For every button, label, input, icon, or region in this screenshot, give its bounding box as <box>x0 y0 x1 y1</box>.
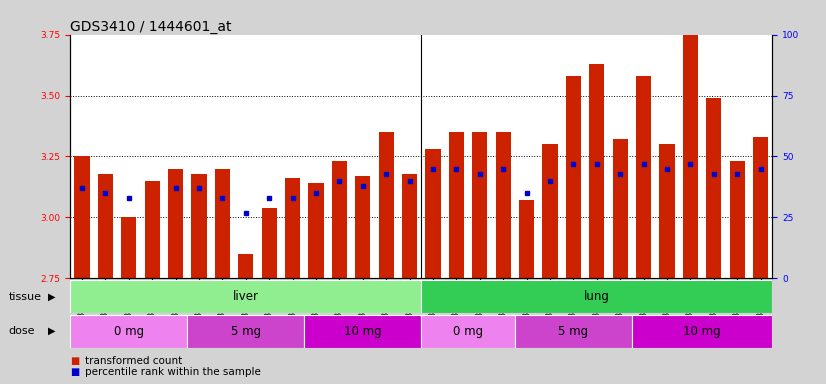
Bar <box>332 161 347 278</box>
Bar <box>613 139 628 278</box>
Bar <box>421 315 515 348</box>
Text: dose: dose <box>8 326 35 336</box>
Text: transformed count: transformed count <box>85 356 183 366</box>
Bar <box>168 169 183 278</box>
Bar <box>729 161 745 278</box>
Bar <box>215 169 230 278</box>
Bar <box>188 315 304 348</box>
Bar <box>566 76 581 278</box>
Bar <box>70 315 188 348</box>
Bar <box>238 254 254 278</box>
Text: ▶: ▶ <box>48 326 56 336</box>
Bar <box>421 280 772 313</box>
Bar <box>262 208 277 278</box>
Bar <box>304 315 421 348</box>
Text: tissue: tissue <box>8 291 41 302</box>
Bar <box>753 137 768 278</box>
Bar <box>285 179 300 278</box>
Bar <box>519 200 534 278</box>
Text: liver: liver <box>233 290 259 303</box>
Bar <box>121 217 136 278</box>
Bar <box>192 174 206 278</box>
Text: GDS3410 / 1444601_at: GDS3410 / 1444601_at <box>70 20 232 33</box>
Bar <box>449 132 464 278</box>
Text: 10 mg: 10 mg <box>683 325 721 338</box>
Bar <box>543 144 558 278</box>
Bar <box>355 176 370 278</box>
Text: 0 mg: 0 mg <box>114 325 144 338</box>
Bar <box>402 174 417 278</box>
Bar <box>706 98 721 278</box>
Bar <box>74 157 89 278</box>
Bar <box>425 149 440 278</box>
Text: lung: lung <box>584 290 610 303</box>
Bar <box>659 144 675 278</box>
Bar <box>97 174 113 278</box>
Bar <box>378 132 394 278</box>
Bar <box>496 132 510 278</box>
Text: ■: ■ <box>70 367 79 377</box>
Bar <box>515 315 632 348</box>
Bar <box>70 280 421 313</box>
Text: 10 mg: 10 mg <box>344 325 382 338</box>
Bar <box>636 76 651 278</box>
Text: 0 mg: 0 mg <box>453 325 483 338</box>
Text: percentile rank within the sample: percentile rank within the sample <box>85 367 261 377</box>
Bar <box>683 35 698 278</box>
Text: ■: ■ <box>70 356 79 366</box>
Bar <box>308 183 324 278</box>
Bar <box>145 181 159 278</box>
Text: 5 mg: 5 mg <box>230 325 261 338</box>
Text: ▶: ▶ <box>48 291 56 302</box>
Text: 5 mg: 5 mg <box>558 325 588 338</box>
Bar <box>472 132 487 278</box>
Bar <box>632 315 772 348</box>
Bar <box>589 64 605 278</box>
